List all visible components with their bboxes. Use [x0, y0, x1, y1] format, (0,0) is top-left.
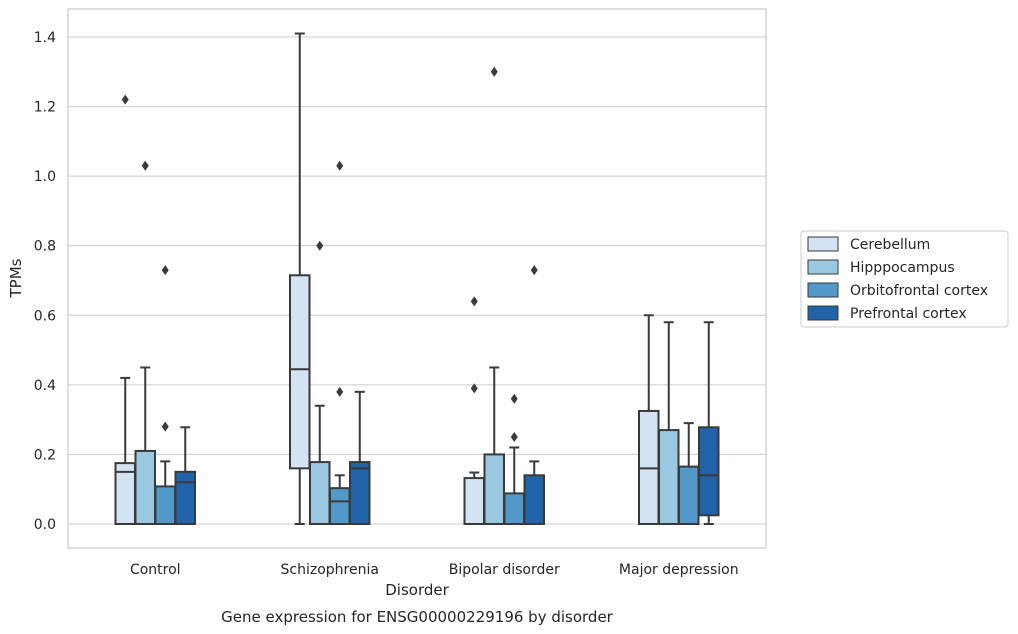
legend-label: Cerebellum: [850, 237, 930, 253]
box-body: [154, 485, 176, 525]
chart-caption: Gene expression for ENSG00000229196 by d…: [221, 608, 614, 626]
y-tick-label: 0.2: [34, 447, 56, 463]
box-orbitofrontal-cortex: [329, 160, 351, 525]
x-tick-label: Major depression: [619, 562, 739, 578]
x-tick-label: Schizophrenia: [281, 562, 379, 578]
legend-label: Prefrontal cortex: [850, 306, 967, 322]
box-body: [174, 470, 196, 526]
y-tick-label: 0.6: [34, 308, 56, 324]
box-orbitofrontal-cortex: [154, 265, 176, 525]
box-hipppocampus: [658, 321, 680, 526]
y-tick-label: 0.0: [34, 517, 56, 533]
legend-swatch: [807, 305, 839, 321]
box-body: [483, 453, 505, 525]
y-tick-label: 0.8: [34, 239, 56, 255]
y-tick-label: 1.4: [34, 30, 56, 46]
box-cerebellum: [289, 32, 311, 525]
box-body: [698, 426, 720, 517]
outlier-point: [141, 160, 149, 171]
box-body: [463, 477, 485, 525]
legend: Cerebellum Hipppocampus Orbitofrontal cort…: [800, 230, 1009, 328]
box-body: [523, 474, 545, 525]
outlier-point: [510, 393, 518, 404]
box-cerebellum: [114, 94, 136, 525]
box-body: [309, 461, 331, 525]
legend-swatch: [807, 236, 839, 252]
box-body: [349, 461, 371, 525]
outlier-point: [470, 383, 478, 394]
legend-frame: [800, 230, 1009, 328]
box-body: [289, 274, 311, 470]
box-body: [678, 465, 700, 526]
plot-frame: [67, 8, 767, 549]
outlier-point: [161, 421, 169, 432]
outlier-point: [121, 94, 129, 105]
legend-swatch: [807, 282, 839, 298]
box-prefrontal-cortex: [523, 265, 545, 525]
legend-swatch: [807, 259, 839, 275]
outlier-point: [530, 265, 538, 276]
box-body: [134, 449, 156, 526]
box-orbitofrontal-cortex: [678, 422, 700, 526]
y-tick-label: 0.4: [34, 378, 56, 394]
box-body: [503, 492, 525, 526]
y-tick-labels: 0.0 0.2 0.4 0.6 0.8 1.0 1.2 1.4: [34, 30, 56, 533]
outlier-point: [336, 160, 344, 171]
box-body: [658, 429, 680, 526]
x-tick-label: Control: [130, 562, 181, 578]
box-hipppocampus: [483, 66, 505, 525]
legend-label: Hipppocampus: [850, 260, 955, 276]
box-orbitofrontal-cortex: [503, 393, 525, 526]
box-prefrontal-cortex: [349, 390, 371, 525]
box-prefrontal-cortex: [174, 426, 196, 526]
outlier-point: [316, 240, 324, 251]
box-hipppocampus: [134, 160, 156, 526]
outlier-point: [470, 296, 478, 307]
box-prefrontal-cortex: [698, 321, 720, 525]
y-tick-label: 1.0: [34, 169, 56, 185]
box-cerebellum: [638, 314, 660, 526]
box-cerebellum: [463, 296, 485, 525]
y-axis-label: TPMs: [7, 258, 25, 298]
box-hipppocampus: [309, 240, 331, 525]
x-axis-label: Disorder: [385, 581, 449, 599]
legend-label: Orbitofrontal cortex: [850, 283, 988, 299]
x-tick-labels: Control Schizophrenia Bipolar disorder Majo…: [130, 562, 739, 578]
outlier-point: [161, 265, 169, 276]
outlier-point: [490, 66, 498, 77]
box-body: [329, 487, 351, 525]
outlier-point: [510, 432, 518, 443]
outlier-point: [336, 386, 344, 397]
x-tick-label: Bipolar disorder: [449, 562, 560, 578]
y-tick-label: 1.2: [34, 100, 56, 116]
box-plots: [114, 32, 720, 526]
